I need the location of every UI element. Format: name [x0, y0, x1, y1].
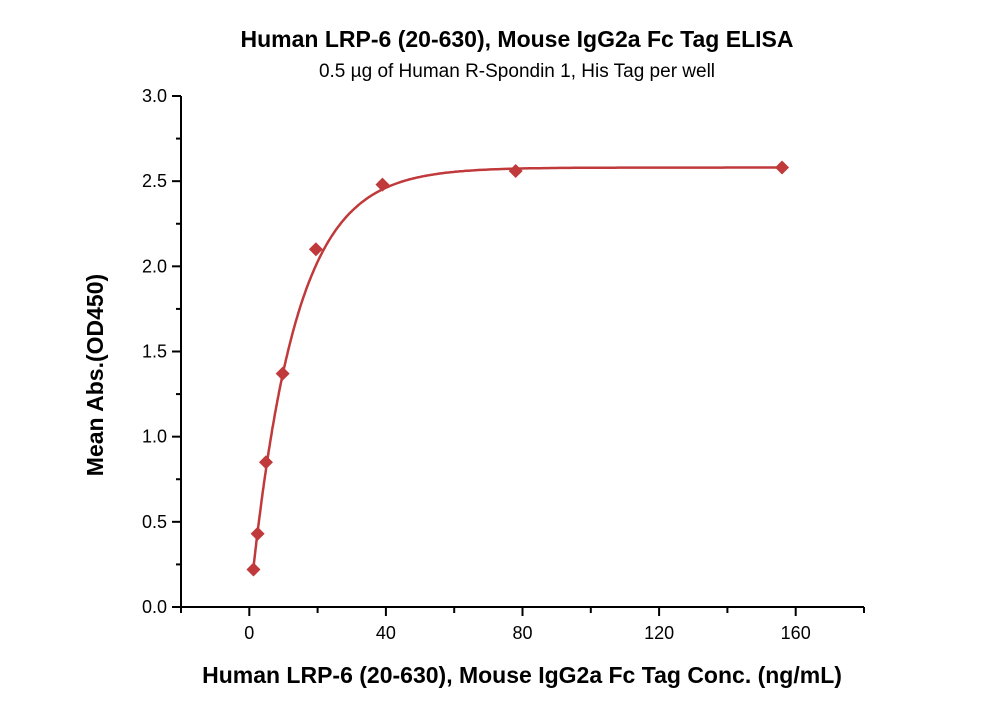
x-axis-label: Human LRP-6 (20-630), Mouse IgG2a Fc Tag…	[202, 662, 842, 688]
data-point	[250, 526, 265, 541]
y-tick-label: 2.5	[142, 171, 167, 191]
data-point	[775, 160, 790, 175]
x-tick-label: 80	[512, 623, 532, 643]
data-point	[275, 366, 290, 381]
y-tick-label: 3.0	[142, 86, 167, 106]
fit-curve	[252, 166, 782, 568]
data-point	[246, 562, 261, 577]
data-points	[246, 160, 790, 577]
data-point	[258, 455, 273, 470]
x-tick-label: 0	[244, 623, 254, 643]
data-point	[508, 163, 523, 178]
chart-title: Human LRP-6 (20-630), Mouse IgG2a Fc Tag…	[241, 26, 794, 52]
y-tick-label: 1.5	[142, 342, 167, 362]
axes: 0.0 0.5 1.0 1.5 2.0 2.5 3.0 0 40 80 120 160	[142, 86, 865, 643]
data-point	[375, 177, 390, 192]
y-tick-label: 2.0	[142, 256, 167, 276]
y-axis-label: Mean Abs.(OD450)	[82, 274, 108, 476]
y-tick-label: 0.0	[142, 597, 167, 617]
y-tick-label: 0.5	[142, 512, 167, 532]
x-tick-label: 40	[376, 623, 396, 643]
chart-subtitle: 0.5 µg of Human R-Spondin 1, His Tag per…	[319, 61, 715, 82]
y-tick-label: 1.0	[142, 427, 167, 447]
data-point	[308, 242, 323, 257]
x-tick-label: 160	[781, 623, 811, 643]
x-tick-label: 120	[644, 623, 674, 643]
